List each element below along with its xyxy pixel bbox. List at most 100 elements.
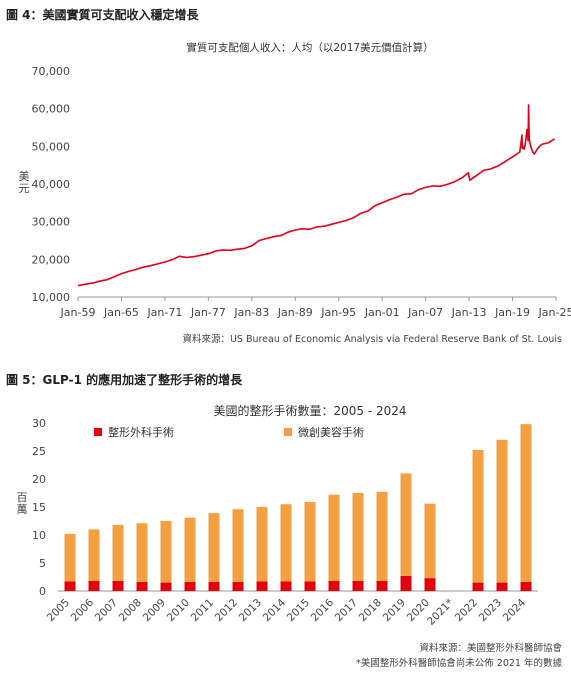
x-tick-label: Jan-83 bbox=[233, 306, 269, 319]
y-tick-label: 10 bbox=[32, 529, 46, 542]
y-tick-label: 5 bbox=[39, 557, 46, 570]
bar-minimally-invasive bbox=[160, 521, 172, 583]
y-tick-label: 10,000 bbox=[32, 291, 71, 304]
legend-swatch-surgical bbox=[94, 428, 102, 436]
bar-minimally-invasive bbox=[400, 473, 412, 576]
bar-minimally-invasive bbox=[424, 503, 436, 579]
x-tick-label: 2012 bbox=[213, 597, 240, 624]
x-tick-label: Jan-77 bbox=[190, 306, 226, 319]
bar-surgical bbox=[232, 582, 244, 591]
bar-minimally-invasive bbox=[232, 509, 244, 583]
bar-surgical bbox=[352, 580, 364, 591]
x-tick-label: 2006 bbox=[69, 596, 97, 624]
x-tick-label: Jan-59 bbox=[60, 306, 96, 319]
bar-minimally-invasive bbox=[112, 524, 124, 581]
figure4-heading: 圖 4：美國實質可支配收入穩定增長 bbox=[6, 8, 199, 22]
y-tick-label: 70,000 bbox=[32, 65, 71, 78]
bar-surgical bbox=[256, 581, 268, 591]
x-tick-label: 2007 bbox=[93, 597, 120, 624]
bar-surgical bbox=[88, 580, 100, 591]
bar-minimally-invasive bbox=[328, 494, 340, 581]
x-tick-label: Jan-65 bbox=[103, 306, 139, 319]
bar-surgical bbox=[160, 582, 172, 591]
x-tick-label: 2014 bbox=[261, 596, 289, 624]
figure5-heading: 圖 5：GLP-1 的應用加速了整形手術的增長 bbox=[6, 373, 243, 387]
bar-minimally-invasive bbox=[280, 504, 292, 582]
bar-minimally-invasive bbox=[304, 501, 316, 582]
y-axis-label: 百 bbox=[17, 491, 28, 504]
bar-minimally-invasive bbox=[496, 439, 508, 583]
x-tick-label: 2011 bbox=[189, 597, 216, 624]
y-tick-label: 15 bbox=[32, 501, 46, 514]
y-axis-label: 元 bbox=[19, 182, 30, 195]
y-axis-label: 美 bbox=[19, 170, 30, 183]
bar-surgical bbox=[472, 582, 484, 591]
bar-minimally-invasive bbox=[88, 529, 100, 581]
y-tick-label: 0 bbox=[39, 585, 46, 598]
x-tick-label: 2016 bbox=[309, 596, 337, 624]
surgery-bar-chart: 051015202530百萬20052006200720082009201020… bbox=[17, 417, 538, 628]
y-axis-label: 萬 bbox=[17, 503, 28, 516]
x-tick-label: 2023 bbox=[477, 597, 504, 624]
bar-minimally-invasive bbox=[520, 424, 532, 583]
legend-swatch-minimally-invasive bbox=[284, 428, 292, 436]
bar-surgical bbox=[496, 582, 508, 591]
x-tick-label: 2010 bbox=[165, 597, 192, 624]
y-tick-label: 20 bbox=[32, 473, 46, 486]
bar-minimally-invasive bbox=[208, 513, 220, 583]
legend-label-surgical: 整形外科手術 bbox=[108, 425, 174, 439]
x-tick-label: Jan-71 bbox=[146, 306, 182, 319]
figure5-source-line1: 資料來源：美國整形外科醫師協會 bbox=[419, 643, 562, 654]
x-tick-label: 2019 bbox=[381, 597, 408, 624]
x-tick-label: 2024 bbox=[501, 596, 529, 624]
income-line-chart: 10,000 20,000 30,000 40,000 50,000 60,000 70,0… bbox=[19, 65, 571, 319]
bar-surgical bbox=[184, 582, 196, 591]
bar-minimally-invasive bbox=[352, 493, 364, 581]
bar-surgical bbox=[520, 582, 532, 591]
bar-surgical bbox=[136, 582, 148, 591]
bar-surgical bbox=[304, 581, 316, 591]
y-tick-label: 60,000 bbox=[32, 103, 71, 116]
x-tick-label: 2018 bbox=[357, 597, 384, 624]
y-tick-label: 30,000 bbox=[32, 216, 71, 229]
figure5-source-line2: *美國整形外科醫師協會尚未公佈 2021 年的數據 bbox=[356, 658, 562, 669]
bar-surgical bbox=[280, 581, 292, 591]
bar-surgical bbox=[64, 581, 76, 591]
x-tick-label: 2013 bbox=[237, 597, 264, 624]
bar-minimally-invasive bbox=[184, 517, 196, 583]
bar-minimally-invasive bbox=[256, 507, 268, 582]
x-tick-label: 2008 bbox=[117, 597, 144, 624]
x-tick-label: 2005 bbox=[45, 597, 72, 624]
x-tick-label: Jan-89 bbox=[277, 306, 313, 319]
y-tick-label: 30 bbox=[32, 417, 46, 430]
x-tick-label: Jan-19 bbox=[494, 306, 530, 319]
bar-minimally-invasive bbox=[472, 449, 484, 583]
bar-surgical bbox=[112, 580, 124, 591]
x-tick-label: Jan-13 bbox=[451, 306, 487, 319]
legend-label-minimally-invasive: 微創美容手術 bbox=[298, 425, 364, 439]
y-tick-label: 20,000 bbox=[32, 253, 71, 266]
x-tick-label: 2022 bbox=[453, 597, 480, 624]
income-line bbox=[77, 104, 556, 287]
bar-surgical bbox=[424, 578, 436, 591]
chart1-title: 實質可支配個人收入：人均（以2017美元價值計算） bbox=[186, 42, 434, 54]
bar-surgical bbox=[208, 582, 220, 591]
x-tick-label: Jan-25 bbox=[538, 306, 571, 319]
y-tick-label: 40,000 bbox=[32, 178, 71, 191]
x-tick-label: 2015 bbox=[285, 597, 312, 624]
y-tick-label: 25 bbox=[32, 445, 46, 458]
x-tick-label: 2009 bbox=[141, 597, 168, 624]
bar-minimally-invasive bbox=[136, 523, 148, 583]
x-tick-label: 2021* bbox=[425, 597, 456, 628]
x-tick-label: 2017 bbox=[333, 597, 360, 624]
bar-surgical bbox=[328, 580, 340, 591]
x-tick-label: Jan-95 bbox=[320, 306, 356, 319]
bar-minimally-invasive bbox=[376, 491, 388, 581]
bar-surgical bbox=[400, 575, 412, 591]
figure4-source: 資料來源：US Bureau of Economic Analysis via … bbox=[182, 334, 562, 345]
bar-minimally-invasive bbox=[64, 533, 76, 582]
x-tick-label: Jan-07 bbox=[407, 306, 443, 319]
chart2-title: 美國的整形手術數量：2005 - 2024 bbox=[213, 404, 407, 418]
bar-surgical bbox=[376, 580, 388, 591]
x-tick-label: Jan-01 bbox=[364, 306, 400, 319]
